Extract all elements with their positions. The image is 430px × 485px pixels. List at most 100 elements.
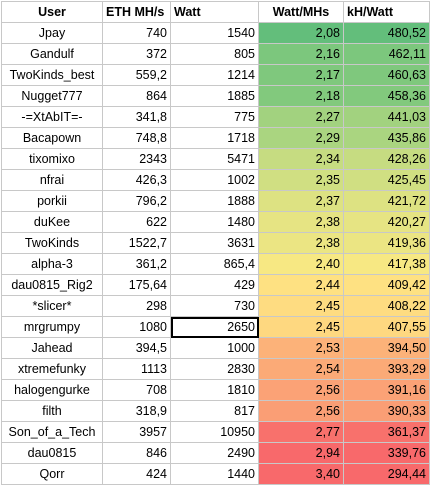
cell-kh-per-watt[interactable]: 409,42 (343, 274, 430, 296)
cell-watt[interactable]: 2490 (170, 442, 259, 464)
cell-watt[interactable]: 817 (170, 400, 259, 422)
cell-watt[interactable]: 1002 (170, 169, 259, 191)
cell-watt[interactable]: 1885 (170, 85, 259, 107)
cell-watt-per-mhs[interactable]: 3,40 (258, 463, 344, 485)
cell-watt-per-mhs[interactable]: 2,45 (258, 295, 344, 317)
cell-watt[interactable]: 1440 (170, 463, 259, 485)
cell-eth-mhs[interactable]: 1080 (102, 316, 171, 338)
cell-kh-per-watt[interactable]: 393,29 (343, 358, 430, 380)
cell-watt-per-mhs[interactable]: 2,08 (258, 22, 344, 44)
cell-watt[interactable]: 3631 (170, 232, 259, 254)
header-watt-per-mhs[interactable]: Watt/MHs (258, 1, 344, 23)
cell-watt[interactable]: 1480 (170, 211, 259, 233)
cell-watt-per-mhs[interactable]: 2,45 (258, 316, 344, 338)
cell-eth-mhs[interactable]: 175,64 (102, 274, 171, 296)
cell-watt-per-mhs[interactable]: 2,18 (258, 85, 344, 107)
cell-user[interactable]: dau0815 (1, 442, 103, 464)
cell-user[interactable]: Jpay (1, 22, 103, 44)
cell-user[interactable]: duKee (1, 211, 103, 233)
cell-watt-per-mhs[interactable]: 2,35 (258, 169, 344, 191)
cell-watt[interactable]: 1540 (170, 22, 259, 44)
cell-kh-per-watt[interactable]: 407,55 (343, 316, 430, 338)
cell-watt[interactable]: 865,4 (170, 253, 259, 275)
cell-eth-mhs[interactable]: 796,2 (102, 190, 171, 212)
cell-kh-per-watt[interactable]: 441,03 (343, 106, 430, 128)
cell-user[interactable]: Nugget777 (1, 85, 103, 107)
cell-user[interactable]: filth (1, 400, 103, 422)
cell-watt-per-mhs[interactable]: 2,16 (258, 43, 344, 65)
cell-watt[interactable]: 1888 (170, 190, 259, 212)
cell-kh-per-watt[interactable]: 419,36 (343, 232, 430, 254)
cell-user[interactable]: nfrai (1, 169, 103, 191)
cell-eth-mhs[interactable]: 740 (102, 22, 171, 44)
cell-watt[interactable]: 730 (170, 295, 259, 317)
cell-watt[interactable]: 775 (170, 106, 259, 128)
cell-eth-mhs[interactable]: 864 (102, 85, 171, 107)
cell-eth-mhs[interactable]: 3957 (102, 421, 171, 443)
cell-eth-mhs[interactable]: 298 (102, 295, 171, 317)
cell-user[interactable]: dau0815_Rig2 (1, 274, 103, 296)
cell-watt-per-mhs[interactable]: 2,38 (258, 211, 344, 233)
cell-watt-per-mhs[interactable]: 2,77 (258, 421, 344, 443)
cell-eth-mhs[interactable]: 1113 (102, 358, 171, 380)
cell-eth-mhs[interactable]: 622 (102, 211, 171, 233)
cell-kh-per-watt[interactable]: 294,44 (343, 463, 430, 485)
header-kh-per-watt[interactable]: kH/Watt (343, 1, 430, 23)
cell-watt[interactable]: 805 (170, 43, 259, 65)
cell-user[interactable]: Qorr (1, 463, 103, 485)
cell-eth-mhs[interactable]: 372 (102, 43, 171, 65)
cell-user[interactable]: Bacapown (1, 127, 103, 149)
cell-kh-per-watt[interactable]: 420,27 (343, 211, 430, 233)
cell-kh-per-watt[interactable]: 460,63 (343, 64, 430, 86)
cell-watt-per-mhs[interactable]: 2,17 (258, 64, 344, 86)
cell-watt-per-mhs[interactable]: 2,38 (258, 232, 344, 254)
cell-eth-mhs[interactable]: 394,5 (102, 337, 171, 359)
cell-watt-per-mhs[interactable]: 2,56 (258, 379, 344, 401)
cell-watt-per-mhs[interactable]: 2,27 (258, 106, 344, 128)
cell-eth-mhs[interactable]: 426,3 (102, 169, 171, 191)
cell-kh-per-watt[interactable]: 425,45 (343, 169, 430, 191)
cell-kh-per-watt[interactable]: 408,22 (343, 295, 430, 317)
cell-watt-per-mhs[interactable]: 2,94 (258, 442, 344, 464)
cell-watt[interactable]: 1810 (170, 379, 259, 401)
cell-kh-per-watt[interactable]: 480,52 (343, 22, 430, 44)
cell-eth-mhs[interactable]: 361,2 (102, 253, 171, 275)
cell-watt[interactable]: 429 (170, 274, 259, 296)
header-eth-mhs[interactable]: ETH MH/s (102, 1, 171, 23)
cell-eth-mhs[interactable]: 2343 (102, 148, 171, 170)
cell-watt-per-mhs[interactable]: 2,54 (258, 358, 344, 380)
cell-watt-per-mhs[interactable]: 2,53 (258, 337, 344, 359)
cell-user[interactable]: halogengurke (1, 379, 103, 401)
cell-kh-per-watt[interactable]: 428,26 (343, 148, 430, 170)
header-watt[interactable]: Watt (170, 1, 259, 23)
cell-eth-mhs[interactable]: 708 (102, 379, 171, 401)
cell-user[interactable]: TwoKinds_best (1, 64, 103, 86)
cell-user[interactable]: porkii (1, 190, 103, 212)
cell-user[interactable]: -=XtAbIT=- (1, 106, 103, 128)
cell-user[interactable]: tixomixo (1, 148, 103, 170)
cell-watt[interactable]: 5471 (170, 148, 259, 170)
cell-watt[interactable]: 2650 (170, 316, 259, 338)
cell-kh-per-watt[interactable]: 391,16 (343, 379, 430, 401)
cell-watt-per-mhs[interactable]: 2,37 (258, 190, 344, 212)
cell-user[interactable]: Gandulf (1, 43, 103, 65)
cell-watt-per-mhs[interactable]: 2,40 (258, 253, 344, 275)
cell-kh-per-watt[interactable]: 417,38 (343, 253, 430, 275)
cell-user[interactable]: Jahead (1, 337, 103, 359)
cell-watt-per-mhs[interactable]: 2,44 (258, 274, 344, 296)
cell-watt[interactable]: 1214 (170, 64, 259, 86)
cell-kh-per-watt[interactable]: 421,72 (343, 190, 430, 212)
cell-kh-per-watt[interactable]: 462,11 (343, 43, 430, 65)
cell-eth-mhs[interactable]: 748,8 (102, 127, 171, 149)
cell-kh-per-watt[interactable]: 339,76 (343, 442, 430, 464)
cell-kh-per-watt[interactable]: 458,36 (343, 85, 430, 107)
cell-eth-mhs[interactable]: 559,2 (102, 64, 171, 86)
cell-user[interactable]: TwoKinds (1, 232, 103, 254)
cell-watt[interactable]: 1718 (170, 127, 259, 149)
cell-user[interactable]: Son_of_a_Tech (1, 421, 103, 443)
cell-watt[interactable]: 10950 (170, 421, 259, 443)
cell-user[interactable]: *slicer* (1, 295, 103, 317)
cell-kh-per-watt[interactable]: 361,37 (343, 421, 430, 443)
cell-watt[interactable]: 1000 (170, 337, 259, 359)
cell-watt-per-mhs[interactable]: 2,29 (258, 127, 344, 149)
